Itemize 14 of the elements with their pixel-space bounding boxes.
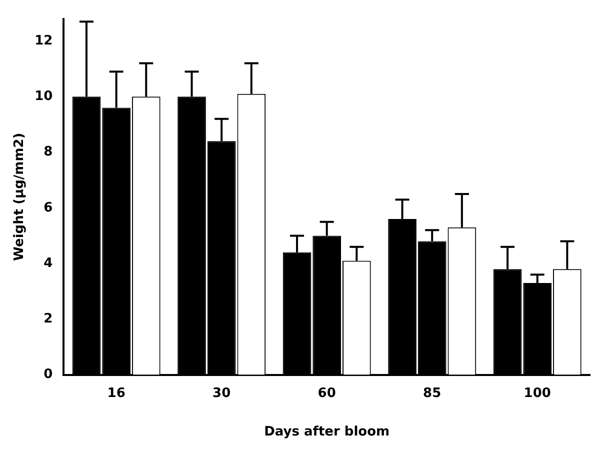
y-tick-label: 2 — [44, 312, 53, 327]
y-tick-label: 10 — [34, 89, 53, 104]
y-tick-label: 12 — [34, 33, 53, 48]
x-tick-label: 100 — [524, 386, 551, 401]
x-tick-label: 30 — [212, 386, 231, 401]
y-axis-title: Weight (µg/mm2) — [12, 132, 28, 261]
x-axis-title: Days after bloom — [264, 424, 390, 440]
y-tick-label: 4 — [44, 256, 53, 271]
y-tick-label: 8 — [44, 144, 53, 160]
x-tick-label: 16 — [107, 386, 126, 401]
x-tick-label: 60 — [318, 386, 336, 401]
x-tick-label: 85 — [423, 386, 442, 401]
y-tick-label: 6 — [44, 200, 53, 216]
y-tick-label: 0 — [44, 367, 53, 382]
